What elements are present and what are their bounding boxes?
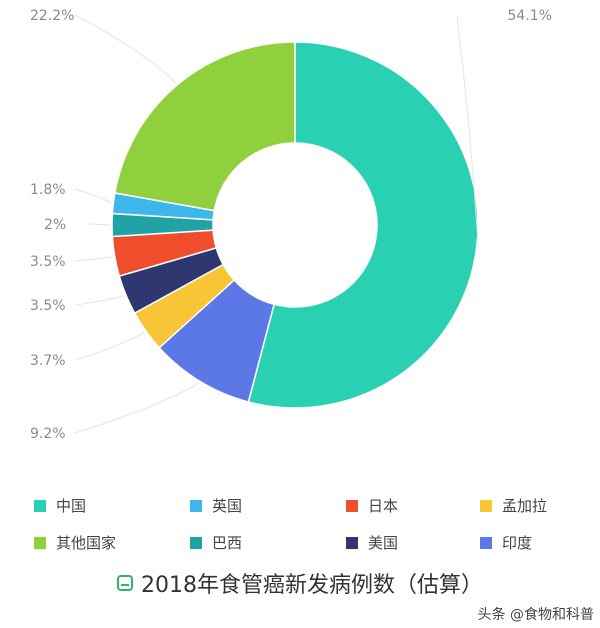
chart-caption: 2018年食管癌新发病例数（估算） bbox=[0, 566, 600, 600]
legend: 中国 英国 日本 孟加拉 其他国家 巴西 美国 印度 bbox=[0, 490, 600, 560]
legend-item-uk: 英国 bbox=[190, 495, 242, 516]
slice-label-6: 1.8% bbox=[30, 182, 66, 198]
slice-7 bbox=[113, 41, 296, 212]
slice-0 bbox=[247, 41, 479, 409]
legend-swatch bbox=[346, 536, 358, 549]
legend-item-usa: 美国 bbox=[346, 532, 398, 553]
legend-label: 印度 bbox=[502, 534, 533, 552]
slice-label-4: 3.5% bbox=[30, 254, 66, 270]
legend-label: 日本 bbox=[368, 497, 399, 515]
legend-item-japan: 日本 bbox=[346, 495, 398, 516]
leader-line-5 bbox=[88, 223, 111, 226]
legend-swatch bbox=[34, 536, 46, 549]
legend-swatch bbox=[346, 499, 358, 512]
legend-item-china: 中国 bbox=[34, 495, 86, 516]
leader-line-2 bbox=[74, 331, 145, 361]
slice-label-7: 22.2% bbox=[30, 8, 74, 24]
leader-line-4 bbox=[74, 256, 113, 262]
legend-swatch bbox=[190, 499, 202, 512]
watermark: 头条 @食物和科普 bbox=[477, 607, 594, 623]
legend-swatch bbox=[34, 499, 46, 512]
legend-label: 美国 bbox=[368, 534, 399, 552]
leader-line-1 bbox=[74, 382, 200, 434]
legend-swatch bbox=[480, 536, 492, 549]
legend-label: 巴西 bbox=[212, 534, 243, 552]
leader-line-7 bbox=[74, 14, 177, 84]
leader-line-0 bbox=[456, 14, 479, 249]
legend-item-india: 印度 bbox=[480, 532, 532, 553]
slice-label-0: 54.1% bbox=[508, 8, 552, 24]
legend-item-others: 其他国家 bbox=[34, 532, 116, 553]
leader-line-3 bbox=[74, 295, 125, 306]
legend-label: 其他国家 bbox=[56, 534, 117, 552]
legend-item-brazil: 巴西 bbox=[190, 532, 242, 553]
legend-label: 孟加拉 bbox=[502, 497, 548, 515]
legend-swatch bbox=[480, 499, 492, 512]
legend-item-bangladesh: 孟加拉 bbox=[480, 495, 547, 516]
legend-label: 英国 bbox=[212, 497, 243, 515]
chart-title: 2018年食管癌新发病例数（估算） bbox=[141, 573, 483, 598]
leader-line-6 bbox=[74, 188, 112, 204]
slice-label-3: 3.5% bbox=[30, 298, 66, 314]
card-icon bbox=[117, 575, 133, 591]
legend-swatch bbox=[190, 536, 202, 549]
slice-label-1: 9.2% bbox=[30, 426, 66, 442]
legend-label: 中国 bbox=[56, 497, 87, 515]
donut-chart: 54.1% 9.2% 3.7% 3.5% 3.5% 2% 1.8% 22.2% bbox=[30, 8, 552, 442]
slice-label-2: 3.7% bbox=[30, 353, 66, 369]
slice-label-5: 2% bbox=[44, 217, 66, 233]
